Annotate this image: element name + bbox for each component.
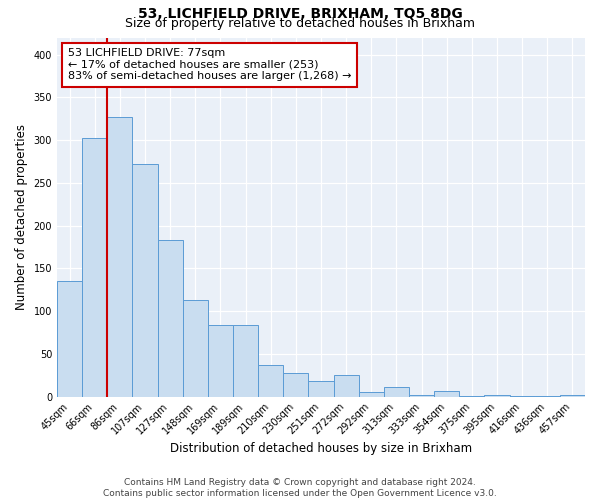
Text: 53 LICHFIELD DRIVE: 77sqm
← 17% of detached houses are smaller (253)
83% of semi: 53 LICHFIELD DRIVE: 77sqm ← 17% of detac…: [68, 48, 351, 82]
X-axis label: Distribution of detached houses by size in Brixham: Distribution of detached houses by size …: [170, 442, 472, 455]
Bar: [283, 374, 308, 396]
Bar: [409, 395, 434, 396]
Bar: [133, 164, 158, 396]
Bar: [57, 281, 82, 396]
Y-axis label: Number of detached properties: Number of detached properties: [15, 124, 28, 310]
Bar: [258, 365, 283, 396]
Bar: [107, 117, 133, 396]
Bar: [484, 395, 509, 396]
Bar: [384, 387, 409, 396]
Bar: [434, 392, 459, 396]
Bar: [308, 381, 334, 396]
Bar: [359, 392, 384, 396]
Text: Contains HM Land Registry data © Crown copyright and database right 2024.
Contai: Contains HM Land Registry data © Crown c…: [103, 478, 497, 498]
Bar: [208, 325, 233, 396]
Bar: [183, 300, 208, 396]
Text: Size of property relative to detached houses in Brixham: Size of property relative to detached ho…: [125, 18, 475, 30]
Bar: [560, 395, 585, 396]
Bar: [158, 240, 183, 396]
Bar: [233, 325, 258, 396]
Text: 53, LICHFIELD DRIVE, BRIXHAM, TQ5 8DG: 53, LICHFIELD DRIVE, BRIXHAM, TQ5 8DG: [137, 8, 463, 22]
Bar: [334, 375, 359, 396]
Bar: [82, 138, 107, 396]
